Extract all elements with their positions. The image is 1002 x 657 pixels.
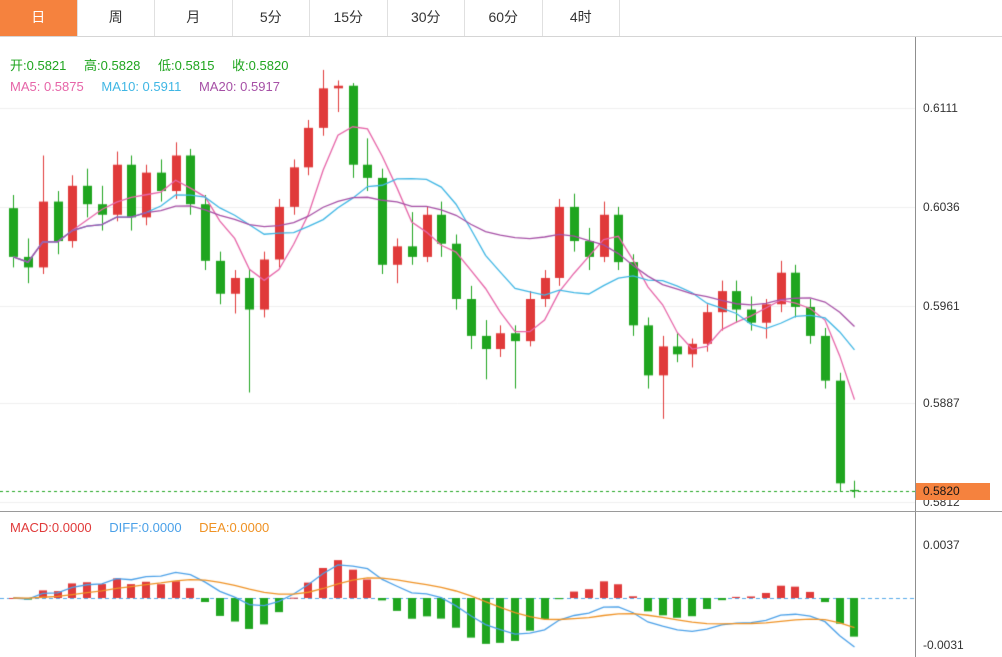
tab-60min[interactable]: 60分: [465, 0, 543, 36]
price-tick: 0.6111: [923, 101, 958, 116]
tab-day[interactable]: 日: [0, 0, 78, 36]
price-tick: 0.6036: [923, 199, 960, 214]
price-tick: 0.5961: [923, 298, 960, 313]
tab-4hour[interactable]: 4时: [543, 0, 620, 36]
macd-value: MACD:0.0000: [10, 520, 92, 535]
ma20-value: MA20: 0.5917: [198, 79, 280, 94]
macd-tick-bottom: -0.0031: [923, 638, 964, 652]
candlestick-panel: 开:0.5821 高:0.5828 低:0.5815 收:0.5820 MA5:…: [0, 37, 1002, 511]
tab-30min[interactable]: 30分: [388, 0, 465, 36]
ma-info: MA5: 0.5875 MA10: 0.5911 MA20: 0.5917: [10, 79, 294, 94]
tab-5min[interactable]: 5分: [233, 0, 310, 36]
macd-axis: 0.0037 -0.0031: [915, 512, 1002, 657]
tab-15min[interactable]: 15分: [310, 0, 388, 36]
price-axis: 0.6111 0.6036 0.5961 0.5887 0.5812 0.582…: [915, 37, 1002, 511]
timeframe-tabbar: 日 周 月 5分 15分 30分 60分 4时: [0, 0, 1002, 37]
dea-value: DEA:0.0000: [199, 520, 270, 535]
close-value: 收:0.5820: [232, 58, 289, 73]
tab-week[interactable]: 周: [78, 0, 155, 36]
candlestick-chart-canvas[interactable]: [0, 37, 915, 511]
ma10-value: MA10: 0.5911: [101, 79, 182, 94]
macd-info: MACD:0.0000 DIFF:0.0000 DEA:0.0000: [10, 520, 283, 535]
high-value: 高:0.5828: [84, 58, 141, 73]
diff-value: DIFF:0.0000: [109, 520, 182, 535]
macd-tick-top: 0.0037: [923, 538, 960, 552]
price-tick: 0.5887: [923, 396, 960, 411]
macd-panel: MACD:0.0000 DIFF:0.0000 DEA:0.0000 0.003…: [0, 511, 1002, 657]
tab-month[interactable]: 月: [155, 0, 233, 36]
low-value: 低:0.5815: [158, 58, 215, 73]
ma5-value: MA5: 0.5875: [10, 79, 84, 94]
current-price-tag: 0.5820: [916, 483, 990, 501]
open-value: 开:0.5821: [10, 58, 67, 73]
ohlc-info: 开:0.5821 高:0.5828 低:0.5815 收:0.5820: [10, 55, 302, 74]
macd-chart-canvas[interactable]: [0, 512, 915, 657]
